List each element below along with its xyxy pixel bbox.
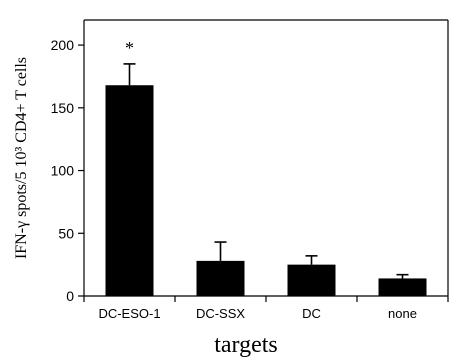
y-tick-label: 150 bbox=[51, 100, 75, 116]
y-tick-label: 50 bbox=[58, 225, 74, 241]
x-tick-label: DC-SSX bbox=[196, 306, 245, 321]
y-tick-label: 100 bbox=[51, 163, 75, 179]
x-tick-label: none bbox=[388, 306, 417, 321]
y-tick-label: 200 bbox=[51, 37, 75, 53]
x-tick-label: DC-ESO-1 bbox=[98, 306, 160, 321]
significance-asterisk: * bbox=[125, 38, 134, 58]
y-tick-label: 0 bbox=[66, 288, 74, 304]
bar-dc bbox=[287, 264, 336, 296]
y-axis-title: IFN-γ spots/5 10³ CD4+ T cells bbox=[13, 57, 30, 259]
bar-dc-eso-1 bbox=[105, 85, 154, 297]
x-tick-label: DC bbox=[302, 306, 321, 321]
labels: 0 50 100 150 200 DC-ESO-1 DC-SSX DC none * targets… bbox=[13, 37, 417, 358]
bars bbox=[105, 63, 427, 297]
x-axis-title: targets bbox=[214, 332, 278, 358]
bar-none bbox=[378, 278, 427, 296]
bar-dc-ssx bbox=[196, 260, 245, 296]
